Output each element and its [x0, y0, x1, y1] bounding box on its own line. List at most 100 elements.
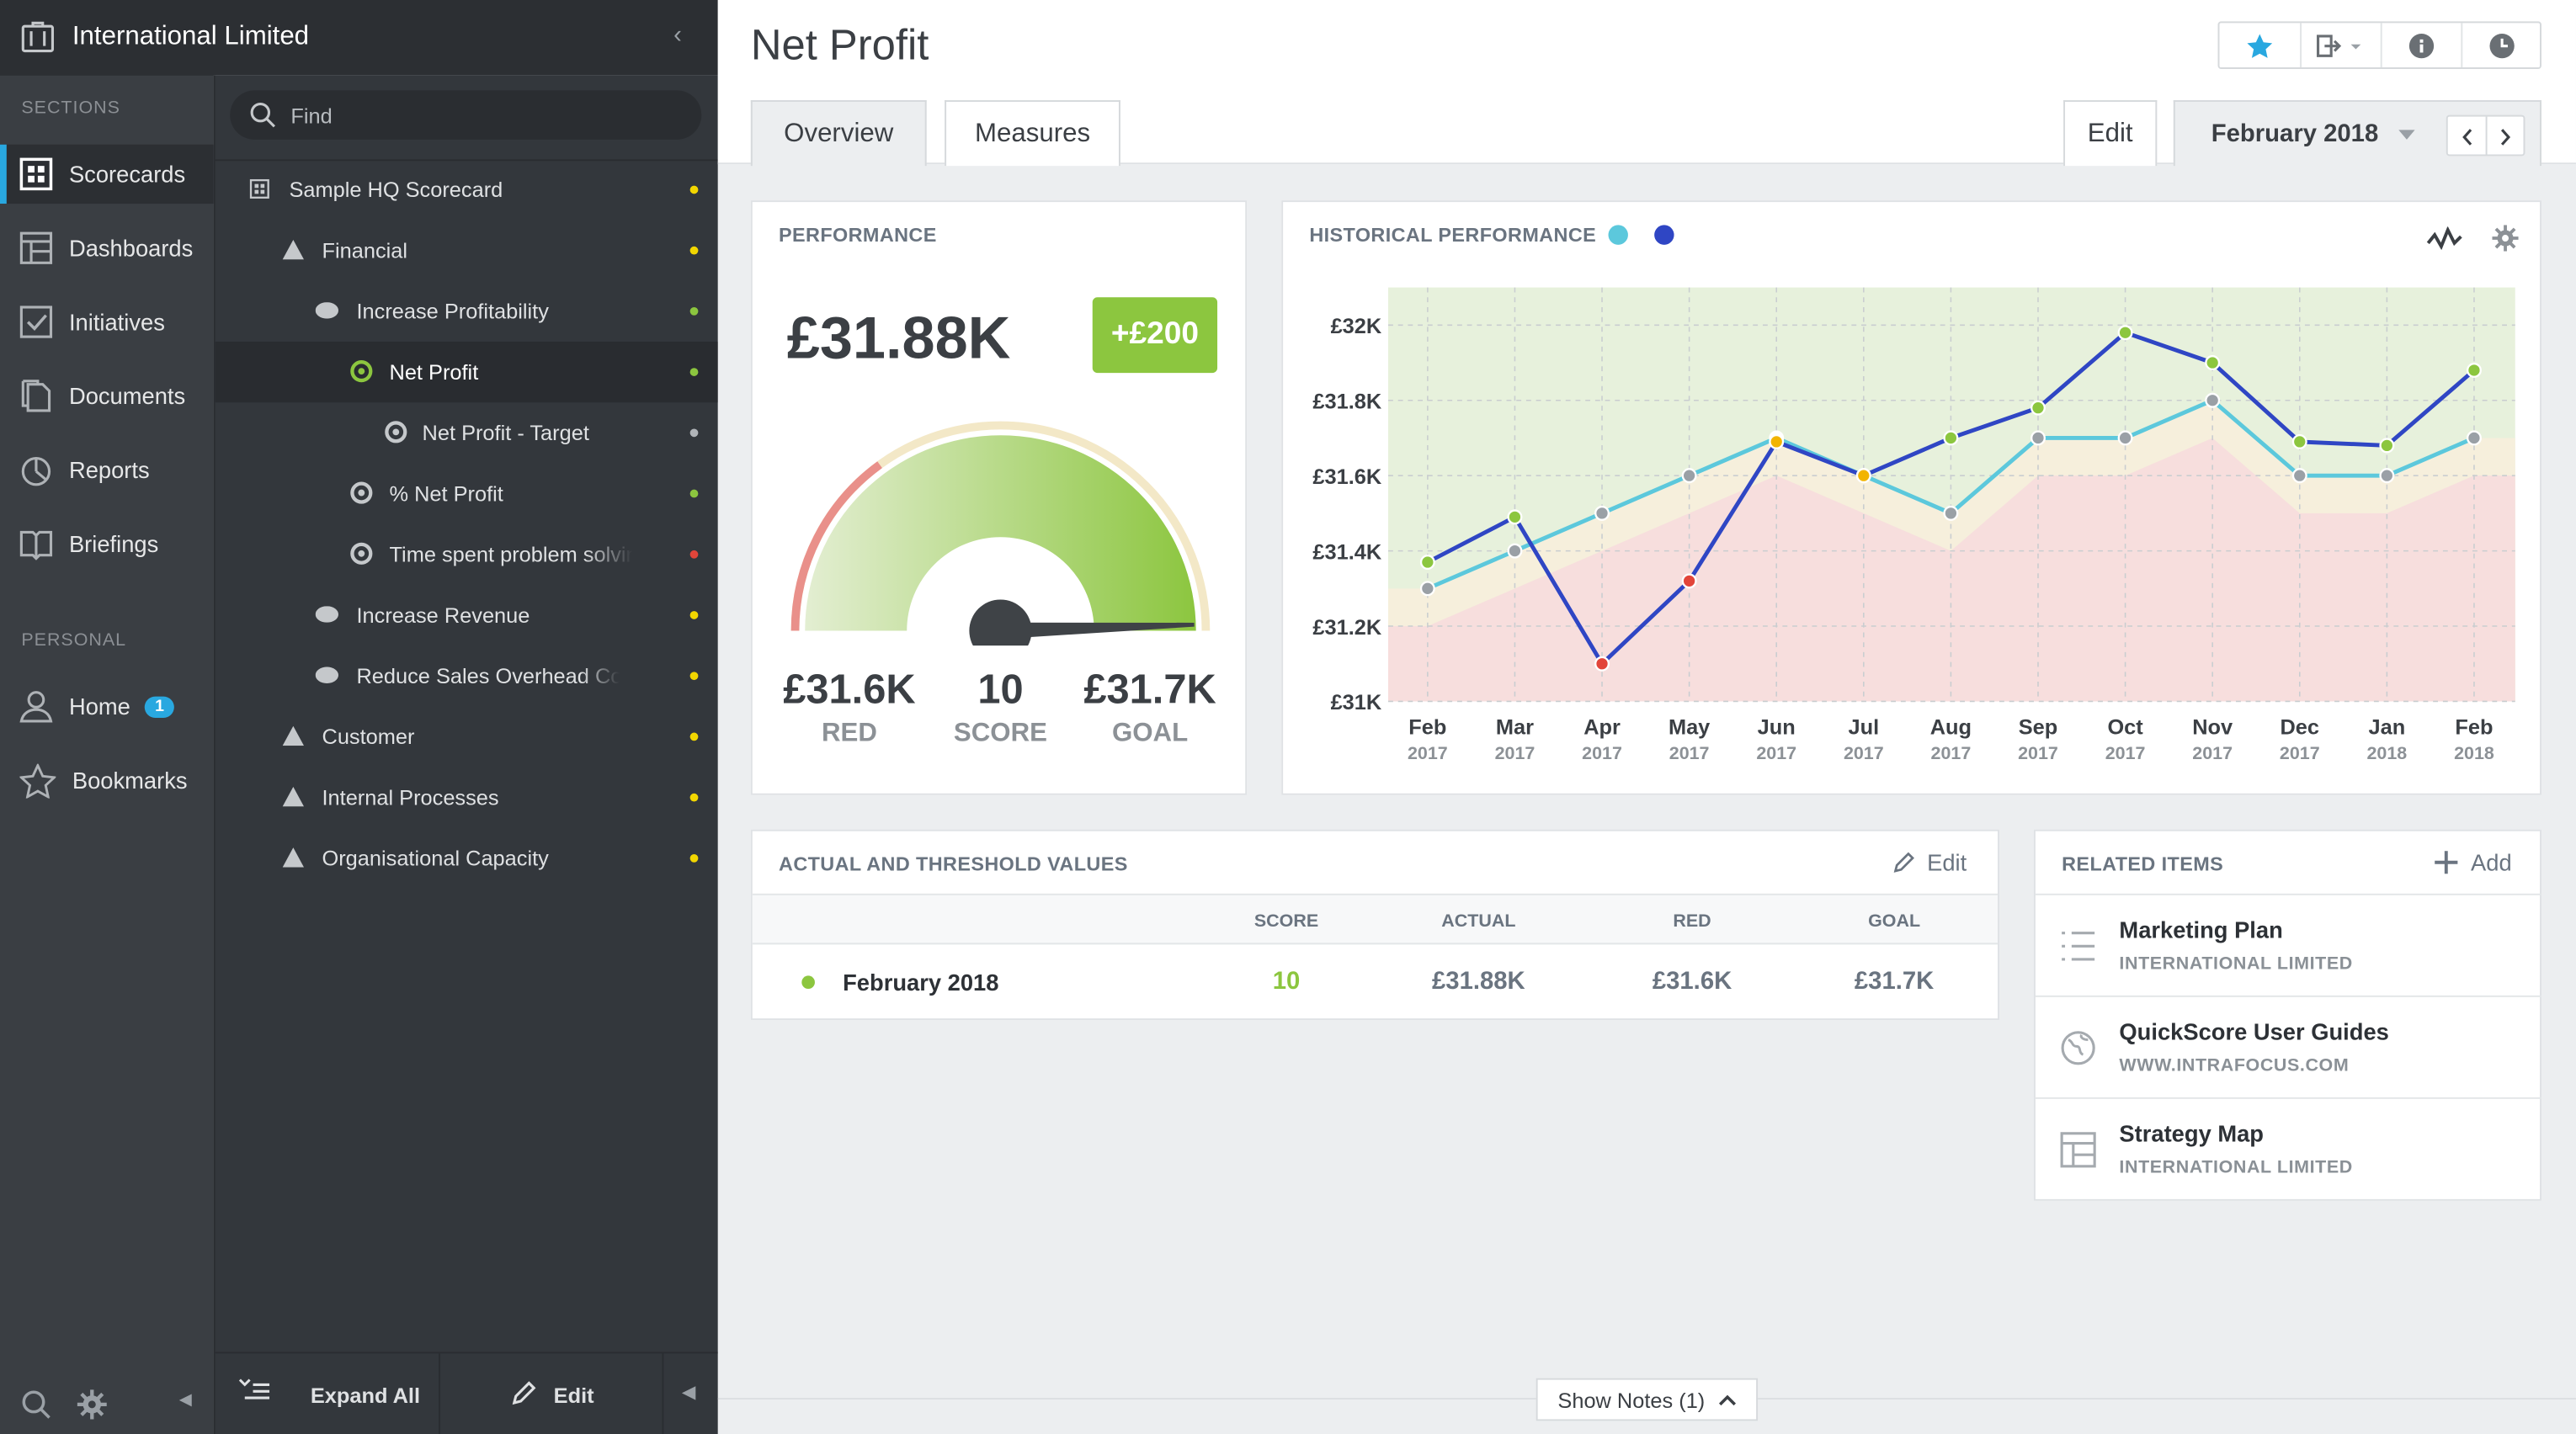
- tree-item-perspective[interactable]: Organisational Capacity: [216, 828, 718, 889]
- chevron-left-icon[interactable]: [2461, 128, 2474, 146]
- red-zone: [1388, 438, 2515, 702]
- collapse-tree-icon[interactable]: ◀: [681, 1383, 696, 1403]
- tree-item-objective[interactable]: Reduce Sales Overhead Cost: [216, 645, 718, 706]
- measure-icon: [350, 481, 373, 504]
- collapse-nav-icon[interactable]: ◀: [178, 1391, 192, 1410]
- tree-label: Financial: [322, 238, 408, 263]
- x-tick-label: Nov: [2192, 715, 2233, 739]
- x-tick-year: 2017: [1669, 743, 1710, 763]
- data-point: [1507, 543, 1523, 559]
- page-edit-button[interactable]: Edit: [2063, 100, 2158, 167]
- info-icon[interactable]: [2408, 33, 2435, 59]
- period-selector[interactable]: February 2018: [2173, 100, 2541, 167]
- related-item[interactable]: Strategy Map INTERNATIONAL LIMITED: [2035, 1097, 2541, 1199]
- status-dot: [689, 672, 699, 681]
- home-badge: 1: [145, 695, 174, 718]
- tree-item-measure[interactable]: % Net Profit: [216, 463, 718, 523]
- table-row[interactable]: February 2018 10 £31.88K £31.6K £31.7K: [753, 946, 1998, 1018]
- x-tick-year: 2017: [1408, 743, 1448, 763]
- x-tick-label: Aug: [1930, 715, 1972, 739]
- show-notes-button[interactable]: Show Notes (1): [1535, 1378, 1759, 1421]
- chevron-right-icon[interactable]: [2499, 128, 2512, 146]
- scorecard-icon: [249, 178, 269, 199]
- search-icon[interactable]: [21, 1389, 51, 1419]
- nav-label: Bookmarks: [72, 767, 188, 794]
- nav-documents[interactable]: Documents: [0, 366, 214, 425]
- tree-label: Increase Revenue: [356, 603, 530, 628]
- nav-briefings[interactable]: Briefings: [0, 514, 214, 573]
- nav-initiatives[interactable]: Initiatives: [0, 292, 214, 351]
- globe-icon: [2061, 1031, 2095, 1065]
- pie-chart-icon: [21, 457, 51, 486]
- status-dot: [689, 368, 699, 376]
- collapse-chevron-icon[interactable]: ‹: [673, 21, 682, 50]
- tree-item-perspective[interactable]: Financial: [216, 220, 718, 281]
- tab-measures[interactable]: Measures: [945, 100, 1120, 167]
- related-item[interactable]: Marketing Plan INTERNATIONAL LIMITED: [2035, 893, 2541, 996]
- x-tick-label: Apr: [1583, 715, 1621, 739]
- tree-item-objective[interactable]: Increase Profitability: [216, 281, 718, 342]
- y-tick-label: £31.6K: [1312, 465, 1381, 489]
- star-icon[interactable]: [2246, 33, 2274, 59]
- tree-item-measure[interactable]: Net Profit - Target: [216, 402, 718, 463]
- related-item-title: QuickScore User Guides: [2119, 1018, 2389, 1045]
- data-point: [1943, 430, 1959, 446]
- clock-icon[interactable]: [2489, 33, 2515, 59]
- tree-item-measure[interactable]: Time spent problem solving: [216, 524, 718, 585]
- tree-item-perspective[interactable]: Customer: [216, 706, 718, 767]
- x-tick-year: 2017: [1931, 743, 1972, 763]
- performance-card: PERFORMANCE £31.88K +£200 £31.6K RED 10 …: [750, 200, 1248, 795]
- expand-all-button[interactable]: Expand All: [216, 1353, 439, 1434]
- scorecard-tree: Find Sample HQ Scorecard Financial Incre…: [213, 75, 718, 1434]
- data-point: [2030, 430, 2046, 446]
- tree-item-measure-selected[interactable]: Net Profit: [215, 341, 718, 403]
- nav-home[interactable]: Home 1: [0, 677, 214, 736]
- related-item-title: Marketing Plan: [2119, 916, 2283, 943]
- tab-overview[interactable]: Overview: [750, 100, 927, 167]
- tree-item-perspective[interactable]: Internal Processes: [216, 767, 718, 828]
- nav-reports[interactable]: Reports: [0, 440, 214, 499]
- triangle-icon: [282, 847, 305, 868]
- gear-icon[interactable]: [2492, 225, 2519, 252]
- nav-scorecards[interactable]: Scorecards: [0, 144, 214, 204]
- tree-item-scorecard[interactable]: Sample HQ Scorecard: [216, 159, 718, 220]
- status-dot: [689, 853, 699, 863]
- data-point: [1943, 505, 1959, 521]
- status-dot: [689, 611, 699, 619]
- goal-value: £31.7K: [1083, 667, 1216, 714]
- legend-series-dot[interactable]: [1654, 225, 1674, 245]
- export-icon[interactable]: [2317, 35, 2366, 57]
- triangle-icon: [282, 786, 305, 807]
- add-related-button[interactable]: Add: [2435, 849, 2512, 875]
- related-title: RELATED ITEMS: [2062, 852, 2224, 876]
- nav-bookmarks[interactable]: Bookmarks: [0, 751, 214, 810]
- nav-label: Documents: [68, 382, 186, 410]
- gauge-needle: [1000, 622, 1195, 640]
- gear-icon[interactable]: [77, 1389, 107, 1420]
- col-actual: ACTUAL: [1441, 911, 1516, 932]
- tree-label: % Net Profit: [389, 481, 503, 507]
- legend-series-dot[interactable]: [1608, 225, 1628, 245]
- find-input[interactable]: Find: [230, 90, 702, 140]
- pencil-icon: [512, 1381, 536, 1405]
- historical-chart: £31K £31.2K £31.4K £31.6K £31.8K £32K Feb 2017 M…: [1312, 287, 2515, 763]
- nav-dashboards[interactable]: Dashboards: [0, 219, 214, 278]
- nav-label: Initiatives: [68, 308, 165, 336]
- status-dot: [689, 307, 699, 316]
- tree-edit-label: Edit: [553, 1383, 594, 1408]
- line-chart-icon[interactable]: [2426, 226, 2462, 250]
- org-name: International Limited: [72, 23, 310, 51]
- performance-value: £31.88K: [786, 304, 1011, 372]
- list-icon: [2062, 932, 2095, 961]
- tree-edit-button[interactable]: Edit: [440, 1353, 662, 1434]
- actuals-edit-button[interactable]: Edit: [1892, 849, 1967, 875]
- related-item[interactable]: QuickScore User Guides WWW.INTRAFOCUS.CO…: [2035, 995, 2541, 1097]
- nav-label: Reports: [68, 456, 150, 483]
- divider: [215, 159, 718, 162]
- tree-item-objective[interactable]: Increase Revenue: [216, 585, 718, 645]
- gauge-band: [805, 435, 1196, 631]
- add-label: Add: [2471, 849, 2512, 876]
- status-dot: [689, 732, 699, 741]
- sections-label: SECTIONS: [21, 98, 120, 119]
- tree-label: Increase Profitability: [356, 299, 549, 324]
